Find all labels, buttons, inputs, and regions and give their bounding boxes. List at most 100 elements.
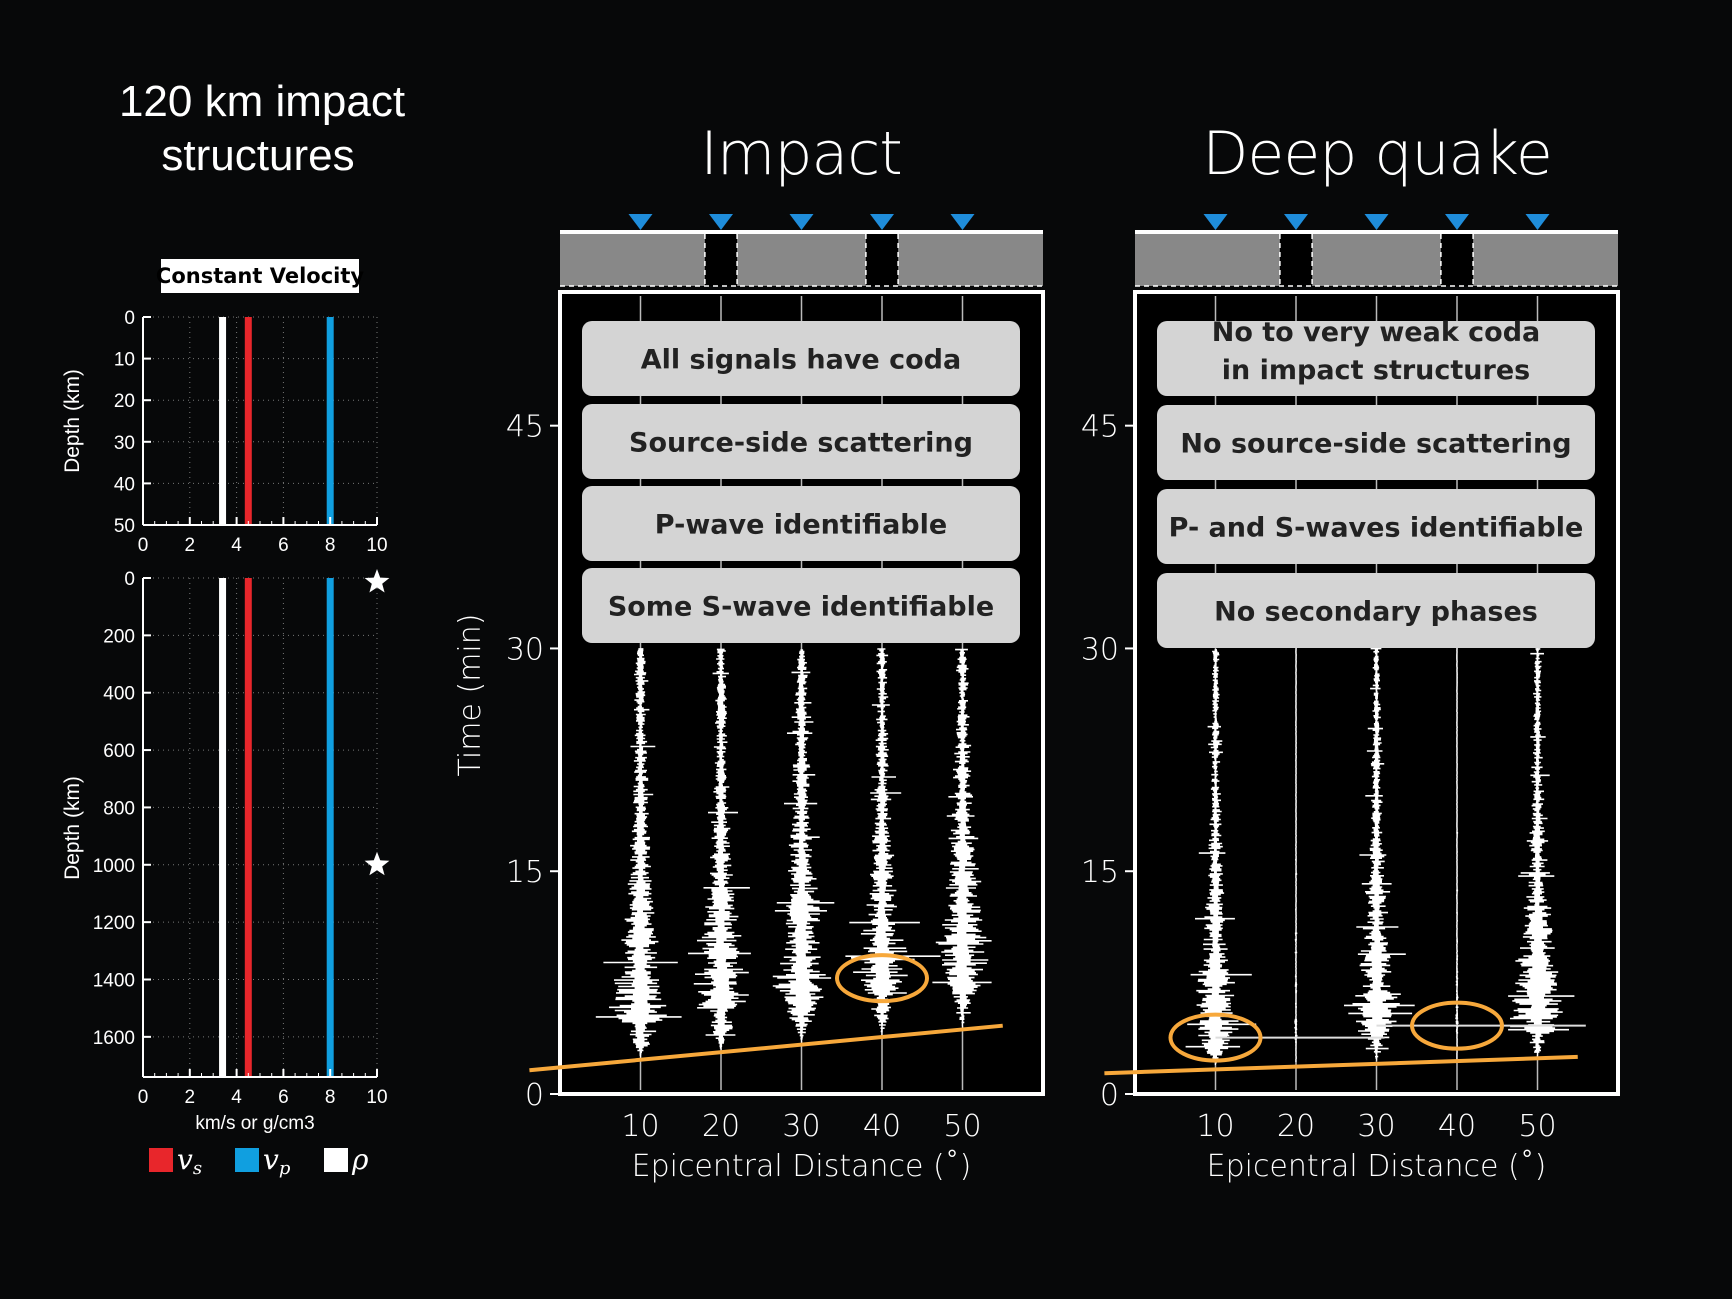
x-tick-label: 6 [278,535,289,556]
seismogram-trace [932,648,992,1028]
annotation-line: No secondary phases [1214,597,1538,628]
deep-quake-panel: Deep quake 0 15 30 45 10 20 30 40 50 Epicentral Di… [1081,119,1620,1184]
y-tick-label: 50 [114,516,135,537]
lower-model: 0 2 4 6 8 10 0 200 400 600 800 1000 1200 1400 1600 Dept… [61,569,390,1108]
annotation-box [582,404,1020,479]
seismogram-trace [1344,647,1415,1061]
x-tick-label: 40 [863,1109,901,1144]
y-tick-label: 30 [506,632,544,667]
x-tick-label: 10 [1196,1109,1234,1144]
highlight-circle [1410,1000,1504,1051]
model-x-axis-label: km/s or g/cm3 [195,1113,314,1134]
y-tick-label: 1000 [93,856,135,877]
y-tick-label: 45 [506,410,544,445]
x-tick-label: 0 [138,1087,149,1108]
y-tick-label: 40 [114,474,135,495]
x-tick-label: 4 [231,535,242,556]
annotation-text: No source-side scattering [1180,429,1571,460]
annotation-box [1157,405,1595,480]
y-tick-label: 0 [124,569,135,590]
y-tick-label: 1400 [93,970,135,991]
x-tick-label: 20 [702,1109,740,1144]
y-tick-label: 600 [103,741,135,762]
legend-swatch-v_s [149,1148,173,1172]
seismogram-trace [688,648,751,1051]
y-tick-label: 800 [103,798,135,819]
legend-label-v_s: vs [177,1143,202,1179]
model-legend: vs vp ρ [149,1143,369,1179]
y-tick-label: 15 [1081,855,1119,890]
y-tick-label: 0 [525,1078,544,1113]
x-tick-label: 2 [185,1087,196,1108]
annotation-line: Source-side scattering [629,428,973,459]
x-tick-label: 4 [231,1087,242,1108]
legend-subscript: s [193,1158,202,1179]
x-tick-label: 10 [621,1109,659,1144]
impact-structure-gap [865,234,899,286]
station-triangle-icon [1284,214,1308,230]
impact-structure-gap [1440,234,1474,286]
crust-bar [1135,232,1618,286]
x-tick-label: 0 [138,535,149,556]
x-tick-label: 50 [1518,1109,1556,1144]
main-title-line-1: 120 km impact [119,77,405,126]
annotation-box [582,568,1020,643]
y-tick-label: 1200 [93,913,135,934]
y-tick-label: 15 [506,855,544,890]
seismogram-trace [772,649,835,1043]
annotation-line: P- and S-waves identifiable [1169,513,1584,544]
station-triangle-icon [1525,214,1550,230]
station-triangle-icon [950,214,975,230]
model-box-label: Constant Velocity [156,264,364,288]
station-triangle-icon [628,214,653,230]
x-tick-label: 30 [1357,1109,1395,1144]
y-axis-label: Depth (km) [61,369,84,473]
legend-swatch-v_p [235,1148,259,1172]
annotation-text: No secondary phases [1214,597,1538,628]
annotation-text: P-wave identifiable [655,510,947,541]
y-tick-label: 10 [114,350,135,371]
legend-subscript: p [279,1158,291,1179]
station-triangle-icon [1445,214,1469,230]
annotation-text: Source-side scattering [629,428,973,459]
upper-model: 0 2 4 6 8 10 0 10 20 30 40 50 Depth (km) [61,308,388,556]
y-tick-label: 30 [1081,632,1119,667]
station-triangle-icon [789,214,814,230]
highlight-circle [1168,1012,1263,1063]
panel-title: Impact [700,119,902,189]
seismogram-trace [1294,647,1298,1063]
main-title-line-2: structures [161,131,354,180]
impact-panel: Impact 0 15 30 45 10 20 30 40 50 Epicentral Distan… [453,119,1045,1184]
annotation-box [1157,489,1595,564]
legend-label-v_p: vp [263,1143,291,1179]
y-tick-label: 45 [1081,410,1119,445]
annotation-text: P- and S-waves identifiable [1169,513,1584,544]
annotation-text: All signals have coda [641,345,961,376]
y-tick-label: 30 [114,433,135,454]
x-tick-label: 8 [325,1087,336,1108]
seismogram-trace [1455,648,1459,1060]
annotation-line: in impact structures [1222,355,1530,386]
highlight-circle [835,953,929,1004]
x-tick-label: 20 [1277,1109,1315,1144]
annotation-line: All signals have coda [641,345,961,376]
annotation-box [582,321,1020,396]
x-tick-label: 10 [366,1087,387,1108]
first-arrival-line [529,1023,1003,1073]
x-tick-label: 2 [185,535,196,556]
station-triangle-icon [709,214,733,230]
station-triangle-icon [870,214,894,230]
seismogram-trace [1185,649,1257,1066]
source-star-icon [364,851,390,876]
y-tick-label: 0 [124,308,135,329]
impact-structure-gap [704,234,738,286]
annotation-line: No source-side scattering [1180,429,1571,460]
annotation-line: No to very weak coda [1212,317,1541,348]
annotation-text: No to very weak coda in impact structures [1212,317,1541,386]
annotation-box [1157,321,1595,396]
legend-swatch-rho [324,1148,348,1172]
annotation-box [1157,573,1595,648]
y-axis-label: Time (min) [453,614,488,777]
